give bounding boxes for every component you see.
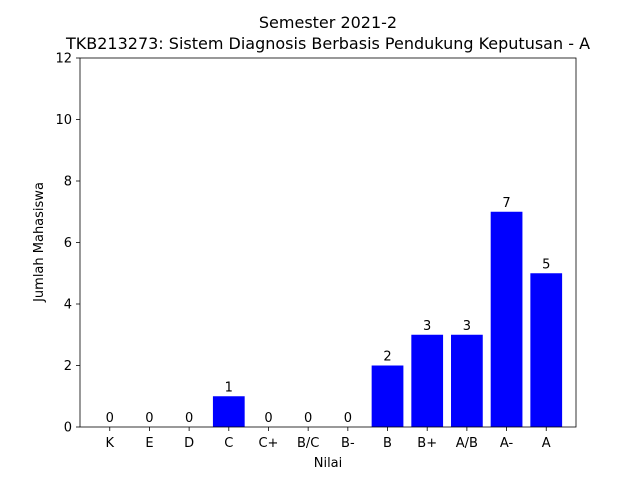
y-tick-label-0: 0 <box>64 421 72 436</box>
chart-subtitle: TKB213273: Sistem Diagnosis Berbasis Pen… <box>65 34 590 53</box>
bar-8 <box>411 334 444 427</box>
data-label-6: 0 <box>344 411 352 426</box>
x-tick-label-1: E <box>145 436 153 451</box>
x-tick-label-2: D <box>184 436 194 451</box>
data-label-11: 5 <box>542 257 550 272</box>
data-label-9: 3 <box>463 319 471 334</box>
y-axis-label: Jumlah Mahasiswa <box>32 182 47 303</box>
data-label-5: 0 <box>304 411 312 426</box>
y-tick-label-3: 6 <box>64 236 72 251</box>
y-tick-label-6: 12 <box>55 52 72 67</box>
data-label-0: 0 <box>106 411 114 426</box>
data-label-4: 0 <box>264 411 272 426</box>
y-tick-label-2: 4 <box>64 298 72 313</box>
x-tick-label-0: K <box>105 436 114 451</box>
data-label-8: 3 <box>423 319 431 334</box>
data-label-3: 1 <box>225 380 233 395</box>
x-tick-label-6: B- <box>341 436 355 451</box>
x-tick-label-10: A- <box>500 436 514 451</box>
y-tick-label-1: 2 <box>64 359 72 374</box>
x-tick-label-8: B+ <box>417 436 437 451</box>
x-tick-label-9: A/B <box>456 436 478 451</box>
data-label-2: 0 <box>185 411 193 426</box>
x-axis-label: Nilai <box>314 456 343 471</box>
bar-9 <box>451 334 483 427</box>
bar-11 <box>530 273 563 427</box>
x-tick-label-11: A <box>542 436 551 451</box>
x-tick-label-4: C+ <box>258 436 278 451</box>
x-tick-label-5: B/C <box>297 436 319 451</box>
data-label-1: 0 <box>145 411 153 426</box>
bar-3 <box>212 396 245 427</box>
chart-title: Semester 2021-2 <box>259 13 397 32</box>
data-label-10: 7 <box>502 196 510 211</box>
bar-7 <box>371 365 404 427</box>
x-tick-label-3: C <box>224 436 233 451</box>
axes-frame <box>79 57 577 428</box>
data-label-7: 2 <box>383 350 391 365</box>
y-tick-label-5: 10 <box>55 113 72 128</box>
bar-10 <box>490 211 523 427</box>
y-tick-label-4: 8 <box>64 175 72 190</box>
x-tick-label-7: B <box>383 436 392 451</box>
